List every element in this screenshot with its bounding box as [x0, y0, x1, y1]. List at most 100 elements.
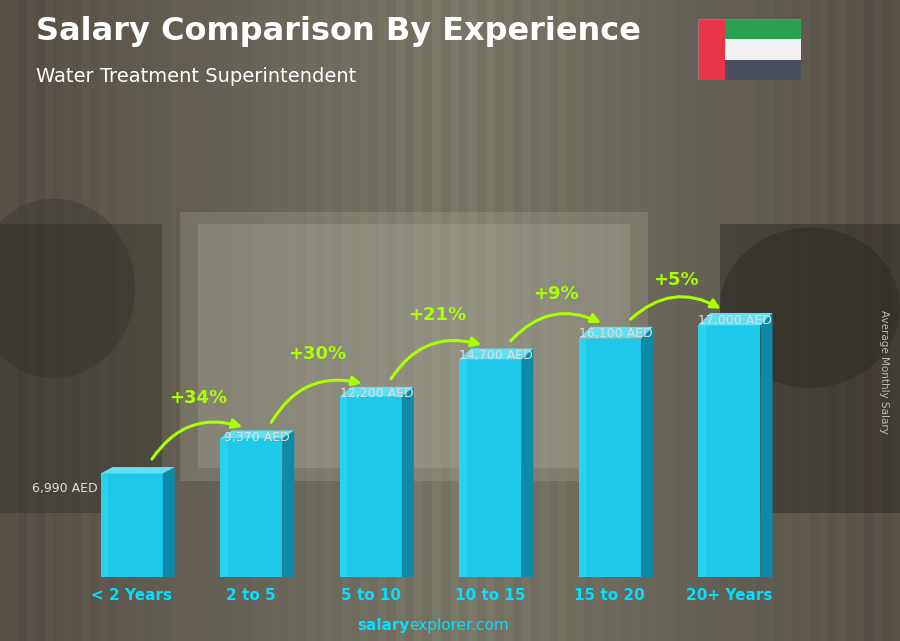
Text: 16,100 AED: 16,100 AED	[579, 328, 652, 340]
Bar	[698, 19, 725, 80]
Polygon shape	[339, 387, 414, 396]
Bar	[198, 0, 225, 641]
Bar	[720, 224, 900, 513]
Bar	[558, 0, 585, 641]
Bar	[612, 0, 639, 641]
Bar	[0, 0, 27, 641]
Bar	[630, 0, 657, 641]
Text: +34%: +34%	[168, 388, 227, 406]
Polygon shape	[698, 325, 706, 577]
Bar	[36, 0, 63, 641]
Bar	[882, 0, 900, 641]
FancyArrowPatch shape	[511, 313, 598, 341]
Bar	[180, 212, 648, 481]
Bar	[648, 0, 675, 641]
Bar	[270, 0, 297, 641]
Bar	[72, 0, 99, 641]
Text: +21%: +21%	[408, 306, 466, 324]
Bar	[725, 40, 801, 60]
Polygon shape	[459, 348, 534, 360]
Bar	[144, 0, 171, 641]
Text: +30%: +30%	[288, 345, 346, 363]
Text: Average Monthly Salary: Average Monthly Salary	[878, 310, 889, 434]
Bar	[864, 0, 891, 641]
Polygon shape	[101, 467, 175, 474]
Polygon shape	[402, 387, 414, 577]
Text: 12,200 AED: 12,200 AED	[340, 387, 414, 401]
Bar	[18, 0, 45, 641]
Bar	[288, 0, 315, 641]
Polygon shape	[220, 430, 294, 438]
Polygon shape	[579, 338, 641, 577]
Bar	[594, 0, 621, 641]
Polygon shape	[760, 313, 772, 577]
Ellipse shape	[0, 199, 135, 378]
Bar	[198, 224, 630, 468]
Text: Salary Comparison By Experience: Salary Comparison By Experience	[36, 16, 641, 47]
Bar	[702, 0, 729, 641]
Bar	[450, 0, 477, 641]
Polygon shape	[521, 348, 534, 577]
Bar	[414, 0, 441, 641]
Bar	[216, 0, 243, 641]
Polygon shape	[698, 325, 760, 577]
Bar	[342, 0, 369, 641]
Bar	[108, 0, 135, 641]
Bar	[432, 0, 459, 641]
Bar	[396, 0, 423, 641]
FancyArrowPatch shape	[631, 297, 718, 319]
Text: 9,370 AED: 9,370 AED	[224, 431, 290, 444]
Bar	[725, 19, 801, 40]
FancyArrowPatch shape	[391, 338, 478, 379]
Bar	[378, 0, 405, 641]
Polygon shape	[459, 360, 467, 577]
FancyArrowPatch shape	[152, 420, 239, 459]
Bar	[738, 0, 765, 641]
Bar	[180, 0, 207, 641]
Bar	[252, 0, 279, 641]
Bar	[504, 0, 531, 641]
Bar	[360, 0, 387, 641]
Text: 17,000 AED: 17,000 AED	[698, 313, 772, 326]
FancyArrowPatch shape	[271, 377, 358, 422]
Bar	[720, 0, 747, 641]
Polygon shape	[163, 467, 175, 577]
Bar	[324, 0, 351, 641]
Bar	[468, 0, 495, 641]
Bar	[162, 0, 189, 641]
Polygon shape	[579, 338, 586, 577]
Polygon shape	[459, 360, 521, 577]
Polygon shape	[579, 327, 652, 338]
Text: +5%: +5%	[653, 271, 698, 289]
Bar	[0, 224, 162, 513]
Bar	[846, 0, 873, 641]
Polygon shape	[283, 430, 294, 577]
Polygon shape	[339, 396, 402, 577]
Bar	[126, 0, 153, 641]
Bar	[540, 0, 567, 641]
Polygon shape	[220, 438, 283, 577]
Bar	[522, 0, 549, 641]
Bar	[90, 0, 117, 641]
Text: 14,700 AED: 14,700 AED	[459, 349, 533, 362]
Text: explorer.com: explorer.com	[410, 619, 509, 633]
Polygon shape	[698, 313, 772, 325]
Bar	[774, 0, 801, 641]
Bar	[666, 0, 693, 641]
Polygon shape	[101, 474, 163, 577]
Bar	[828, 0, 855, 641]
Bar	[756, 0, 783, 641]
Text: Water Treatment Superintendent: Water Treatment Superintendent	[36, 67, 356, 87]
Polygon shape	[101, 474, 108, 577]
Bar	[486, 0, 513, 641]
Polygon shape	[641, 327, 652, 577]
Bar	[725, 60, 801, 80]
Bar	[306, 0, 333, 641]
Ellipse shape	[720, 228, 900, 388]
Bar	[576, 0, 603, 641]
Text: +9%: +9%	[534, 285, 579, 303]
Bar	[684, 0, 711, 641]
Bar	[54, 0, 81, 641]
Bar	[234, 0, 261, 641]
Bar	[792, 0, 819, 641]
